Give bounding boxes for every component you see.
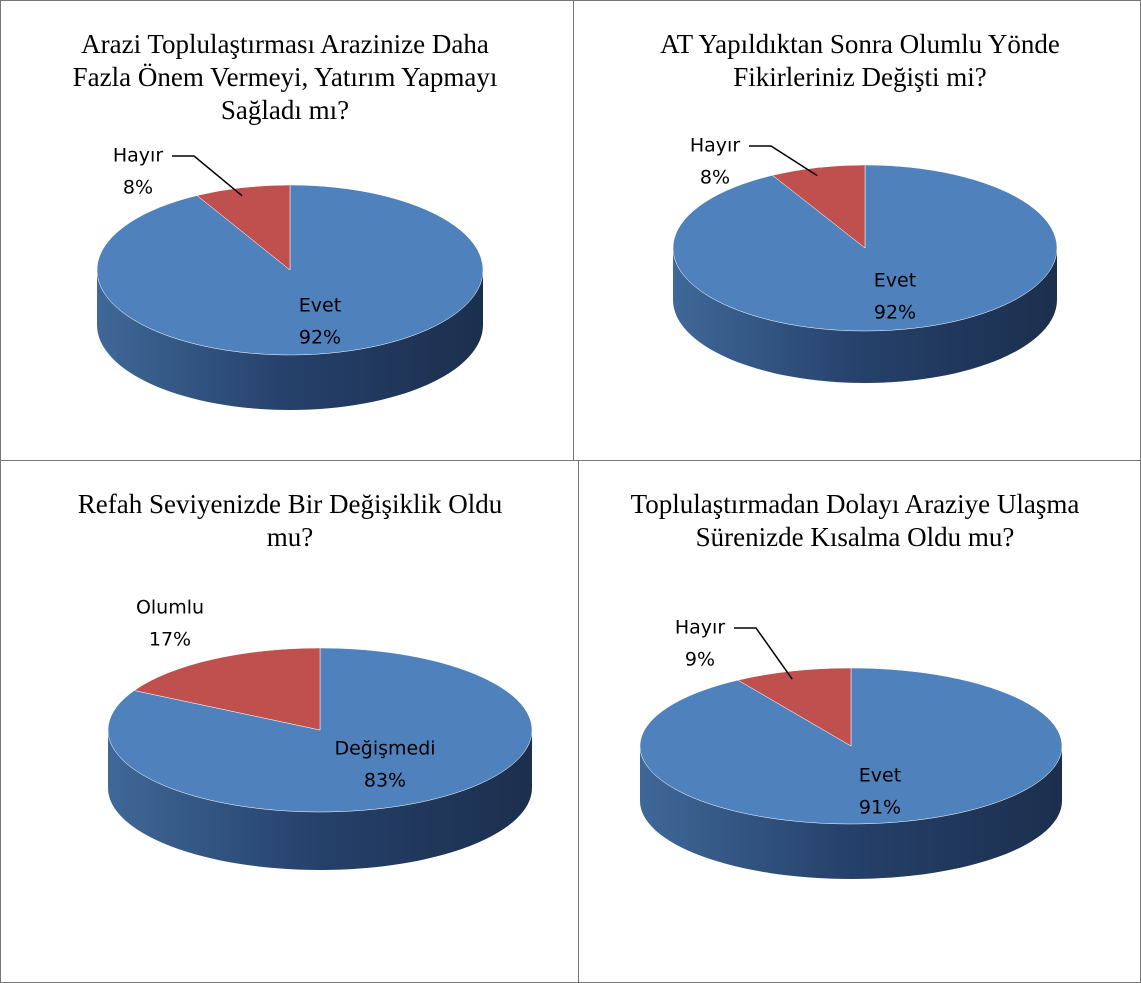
slice-value-label: 8% [123,177,153,199]
pie-slice [737,667,852,747]
slice-value-label: 9% [685,649,715,671]
slice-value-label: 83% [364,770,406,792]
chart-title: Toplulaştırmadan Dolayı Araziye Ulaşma S… [630,489,1080,552]
slice-value-label: 91% [859,797,901,819]
pie-side [640,746,1062,879]
leader-line [172,155,243,197]
slice-value-label: 92% [874,302,916,324]
slice-label: Hayır [113,145,163,167]
leader-line [734,627,793,680]
pie-slice [196,184,291,271]
pie-slice [107,647,533,813]
slice-label: Evet [859,765,901,787]
pie-slice [771,164,866,249]
chart-title: Refah Seviyenizde Bir Değişiklik Oldu mu… [77,489,503,552]
slice-label: Evet [299,295,341,317]
slice-label: Hayır [690,135,740,157]
pie-side [97,270,483,410]
slice-label: Olumlu [136,597,204,619]
chart-title: AT Yapıldıktan Sonra Olumlu Yönde Fikirl… [660,29,1060,92]
slice-value-label: 17% [149,629,191,651]
pie-side [108,730,532,870]
slice-value-label: 92% [299,327,341,349]
slice-label: Hayır [675,617,725,639]
leader-line [749,145,818,177]
chart-title: Arazi Toplulaştırması Arazinize Daha Faz… [72,29,498,125]
pie-slice [133,647,321,731]
slice-value-label: 8% [700,167,730,189]
slice-label: Evet [874,270,916,292]
pie-side [673,248,1057,383]
slice-label: Değişmedi [334,738,435,760]
